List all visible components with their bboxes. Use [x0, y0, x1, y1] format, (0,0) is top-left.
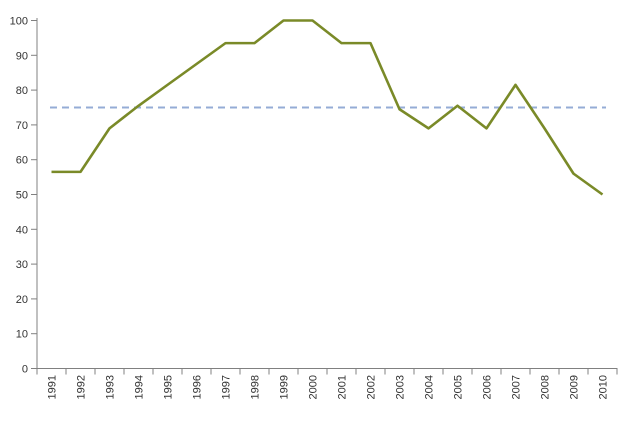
y-tick-label: 90 [16, 50, 28, 62]
y-tick-label: 60 [16, 155, 28, 167]
x-tick-label: 2003 [395, 375, 407, 399]
y-tick-label: 0 [22, 364, 28, 376]
x-tick-label: 2009 [569, 375, 581, 399]
y-tick-label: 100 [10, 16, 28, 28]
x-tick-label: 2001 [337, 375, 349, 399]
x-tick-label: 2002 [366, 375, 378, 399]
x-tick-label: 1995 [163, 375, 175, 399]
y-tick-label: 50 [16, 190, 28, 202]
x-tick-label: 1991 [47, 375, 59, 399]
y-tick-label: 30 [16, 259, 28, 271]
y-tick-label: 20 [16, 294, 28, 306]
x-tick-label: 2000 [308, 375, 320, 399]
x-tick-label: 1993 [105, 375, 117, 399]
x-tick-label: 1994 [134, 375, 146, 399]
x-tick-label: 2010 [598, 375, 610, 399]
x-tick-label: 2005 [453, 375, 465, 399]
x-tick-label: 1996 [192, 375, 204, 399]
x-tick-label: 1998 [250, 375, 262, 399]
y-tick-label: 80 [16, 85, 28, 97]
x-tick-label: 2007 [511, 375, 523, 399]
x-tick-label: 2004 [424, 375, 436, 399]
y-tick-label: 10 [16, 329, 28, 341]
x-tick-label: 1999 [279, 375, 291, 399]
x-tick-label: 1997 [221, 375, 233, 399]
x-tick-label: 2006 [482, 375, 494, 399]
series-line [51, 19, 604, 196]
y-tick-label: 40 [16, 224, 28, 236]
y-tick-label: 70 [16, 120, 28, 132]
x-tick-label: 1992 [76, 375, 88, 399]
x-tick-label: 2008 [540, 375, 552, 399]
